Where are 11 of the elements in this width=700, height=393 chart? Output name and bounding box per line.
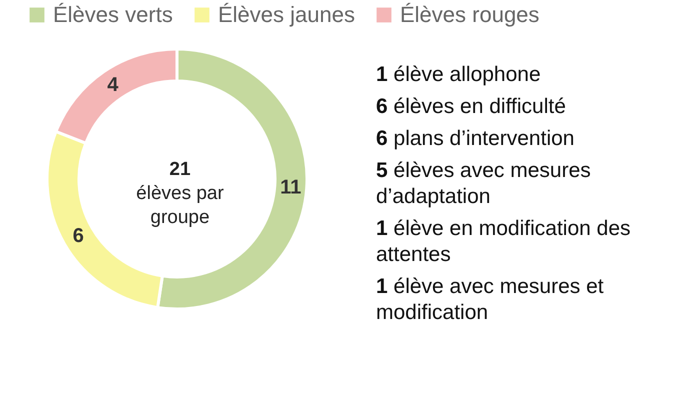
text: 21 élèves par groupe [135,158,225,230]
text: 1 élève avec mesures et modification [376,274,605,326]
data-label: 6 [72,225,84,247]
data-label: 11 [280,176,302,199]
legend-label: Élèves verts [53,2,173,27]
legend-label: Élèves jaunes [218,2,355,27]
data-label: 4 [107,74,120,96]
text: 6 plans d’intervention [376,126,576,152]
text: 6 élèves en difficulté [376,94,567,120]
text: 1 élève allophone [376,62,542,88]
legend-label: Élèves rouges [400,2,540,27]
